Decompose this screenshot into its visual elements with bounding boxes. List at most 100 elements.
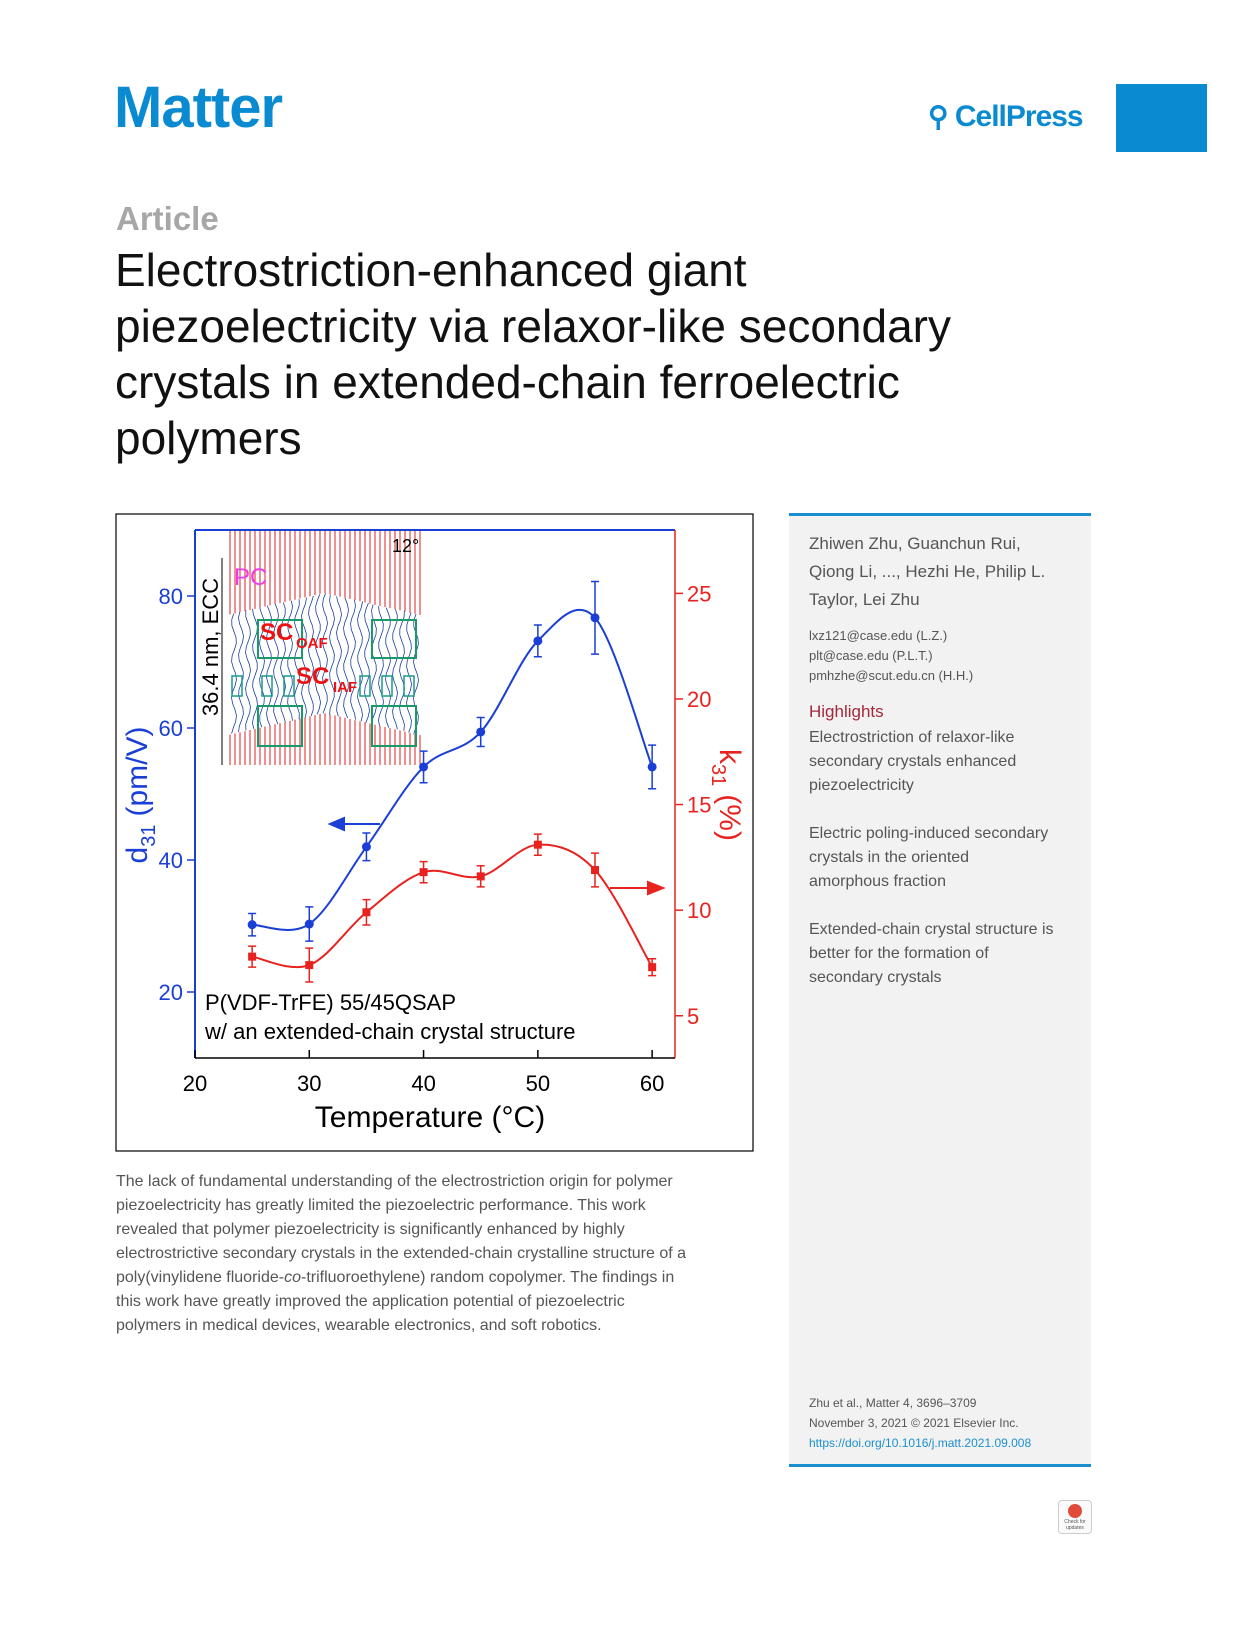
abstract: The lack of fundamental understanding of… [116, 1170, 686, 1338]
axis-title: d31 (pm/V) [121, 727, 160, 864]
crystal [231, 675, 243, 697]
data-point [591, 866, 599, 875]
publisher-logo: ⚲ CellPress [928, 100, 1084, 133]
update-badge[interactable]: Check for updates [1058, 1500, 1092, 1534]
y-tick-label: 80 [159, 584, 183, 609]
chain [392, 609, 398, 730]
highlights-heading: Highlights [809, 702, 884, 721]
sidebar: Zhiwen Zhu, Guanchun Rui, Qiong Li, ...,… [789, 513, 1091, 1467]
abstract-line: The lack of fundamental understanding of… [116, 1173, 673, 1190]
x-tick-label: 40 [411, 1071, 435, 1096]
text: secondary crystals enhanced [809, 753, 1017, 770]
chain [315, 594, 321, 715]
chain [245, 610, 251, 731]
data-point [304, 919, 314, 929]
crystal [257, 705, 303, 747]
symbol: k [713, 749, 746, 765]
author-line: Qiong Li, ..., Hezhi He, Philip L. [809, 562, 1046, 581]
email: pmhzhe@scut.edu.cn (H.H.) [809, 668, 974, 683]
chain [385, 607, 391, 728]
abstract-line: revealed that polymer piezoelectricity i… [116, 1221, 625, 1238]
chain [273, 603, 279, 725]
data-point [533, 636, 543, 646]
text: better for the formation of [809, 945, 989, 962]
text: piezoelectricity [809, 777, 914, 794]
data-point [648, 963, 657, 972]
data-point [247, 920, 257, 930]
y2-tick-label: 5 [687, 1004, 699, 1029]
y-tick-label: 60 [159, 716, 183, 741]
journal-name: Matter [114, 75, 283, 140]
chain [343, 597, 349, 719]
data-point [590, 613, 600, 623]
title: Electrostriction-enhanced giant piezoele… [115, 242, 951, 466]
title-line: crystals in extended-chain ferroelectric [115, 356, 900, 408]
chain [280, 602, 286, 723]
email: plt@case.edu (P.L.T.) [809, 648, 933, 663]
data-point [248, 952, 257, 961]
inset-pc: PC [234, 564, 267, 591]
arrow [610, 880, 666, 896]
inset-angle: 12° [392, 536, 419, 556]
crystal [403, 675, 415, 697]
emails: lxz121@case.edu (L.Z.) plt@case.edu (P.L… [809, 626, 973, 686]
data-point [305, 961, 314, 970]
data-point [476, 727, 486, 737]
x-tick-label: 30 [297, 1071, 321, 1096]
title-line: Electrostriction-enhanced giant [115, 244, 747, 296]
abstract-line: electrostrictive secondary crystals in t… [116, 1245, 687, 1262]
data-point [419, 868, 428, 877]
x-axis-title: Temperature (°C) [315, 1101, 545, 1134]
publisher-name: CellPress [954, 100, 1084, 133]
text: secondary crystals [809, 969, 942, 986]
text: Extended-chain crystal structure is [809, 921, 1054, 938]
chain [336, 596, 342, 717]
authors: Zhiwen Zhu, Guanchun Rui, Qiong Li, ...,… [809, 530, 1045, 614]
text: co [284, 1269, 301, 1286]
annotation: w/ an extended-chain crystal structure [204, 1019, 576, 1044]
chain [399, 610, 405, 731]
abstract-line: poly(vinylidene fluoride-co-trifluoroeth… [116, 1266, 686, 1290]
text: November 3, 2021 © 2021 Elsevier Inc. [809, 1416, 1019, 1430]
crystal [371, 705, 417, 747]
data-point [361, 842, 371, 852]
crystal [381, 675, 393, 697]
unit: (pm/V) [121, 727, 154, 817]
text: Electrostriction of relaxor-like [809, 729, 1015, 746]
text: poly(vinylidene fluoride- [116, 1269, 285, 1286]
inset-sc: SC [296, 663, 329, 690]
chain [259, 607, 265, 728]
chain [357, 601, 363, 722]
data-point [476, 872, 485, 881]
x-tick-label: 20 [183, 1071, 207, 1096]
text: -trifluoroethylene) random copolymer. Th… [301, 1269, 675, 1286]
data-point [419, 762, 429, 772]
abstract-line: piezoelectricity has greatly limited the… [116, 1197, 646, 1214]
abstract-line: this work have greatly improved the appl… [116, 1293, 625, 1310]
chain [371, 604, 377, 725]
y2-tick-label: 20 [687, 687, 711, 712]
unit: (%) [713, 794, 746, 841]
subscript: 31 [138, 825, 160, 847]
author-line: Zhiwen Zhu, Guanchun Rui, [809, 534, 1021, 553]
y2-tick-label: 10 [687, 898, 711, 923]
highlight: Electric poling-induced secondary crystal… [809, 822, 1048, 894]
article-label: Article [116, 200, 219, 237]
subscript: 31 [707, 764, 729, 786]
crystal [371, 619, 417, 659]
text: crystals in the oriented [809, 849, 970, 866]
y2-tick-label: 25 [687, 581, 711, 606]
author-line: Taylor, Lei Zhu [809, 590, 920, 609]
highlight: Extended-chain crystal structure is bette… [809, 918, 1054, 990]
annotation: P(VDF-TrFE) 55/45QSAP [205, 990, 456, 1015]
highlight: Electrostriction of relaxor-like secondar… [809, 726, 1016, 798]
chain [350, 599, 356, 720]
text: Electric poling-induced secondary [809, 825, 1049, 842]
x-tick-label: 60 [640, 1071, 664, 1096]
abstract-line: polymers in medical devices, wearable el… [116, 1317, 602, 1334]
chain [406, 612, 412, 733]
chain [231, 613, 237, 734]
inset-sc: SC [260, 619, 293, 646]
doi-link[interactable]: https://doi.org/10.1016/j.matt.2021.09.0… [809, 1436, 1032, 1450]
